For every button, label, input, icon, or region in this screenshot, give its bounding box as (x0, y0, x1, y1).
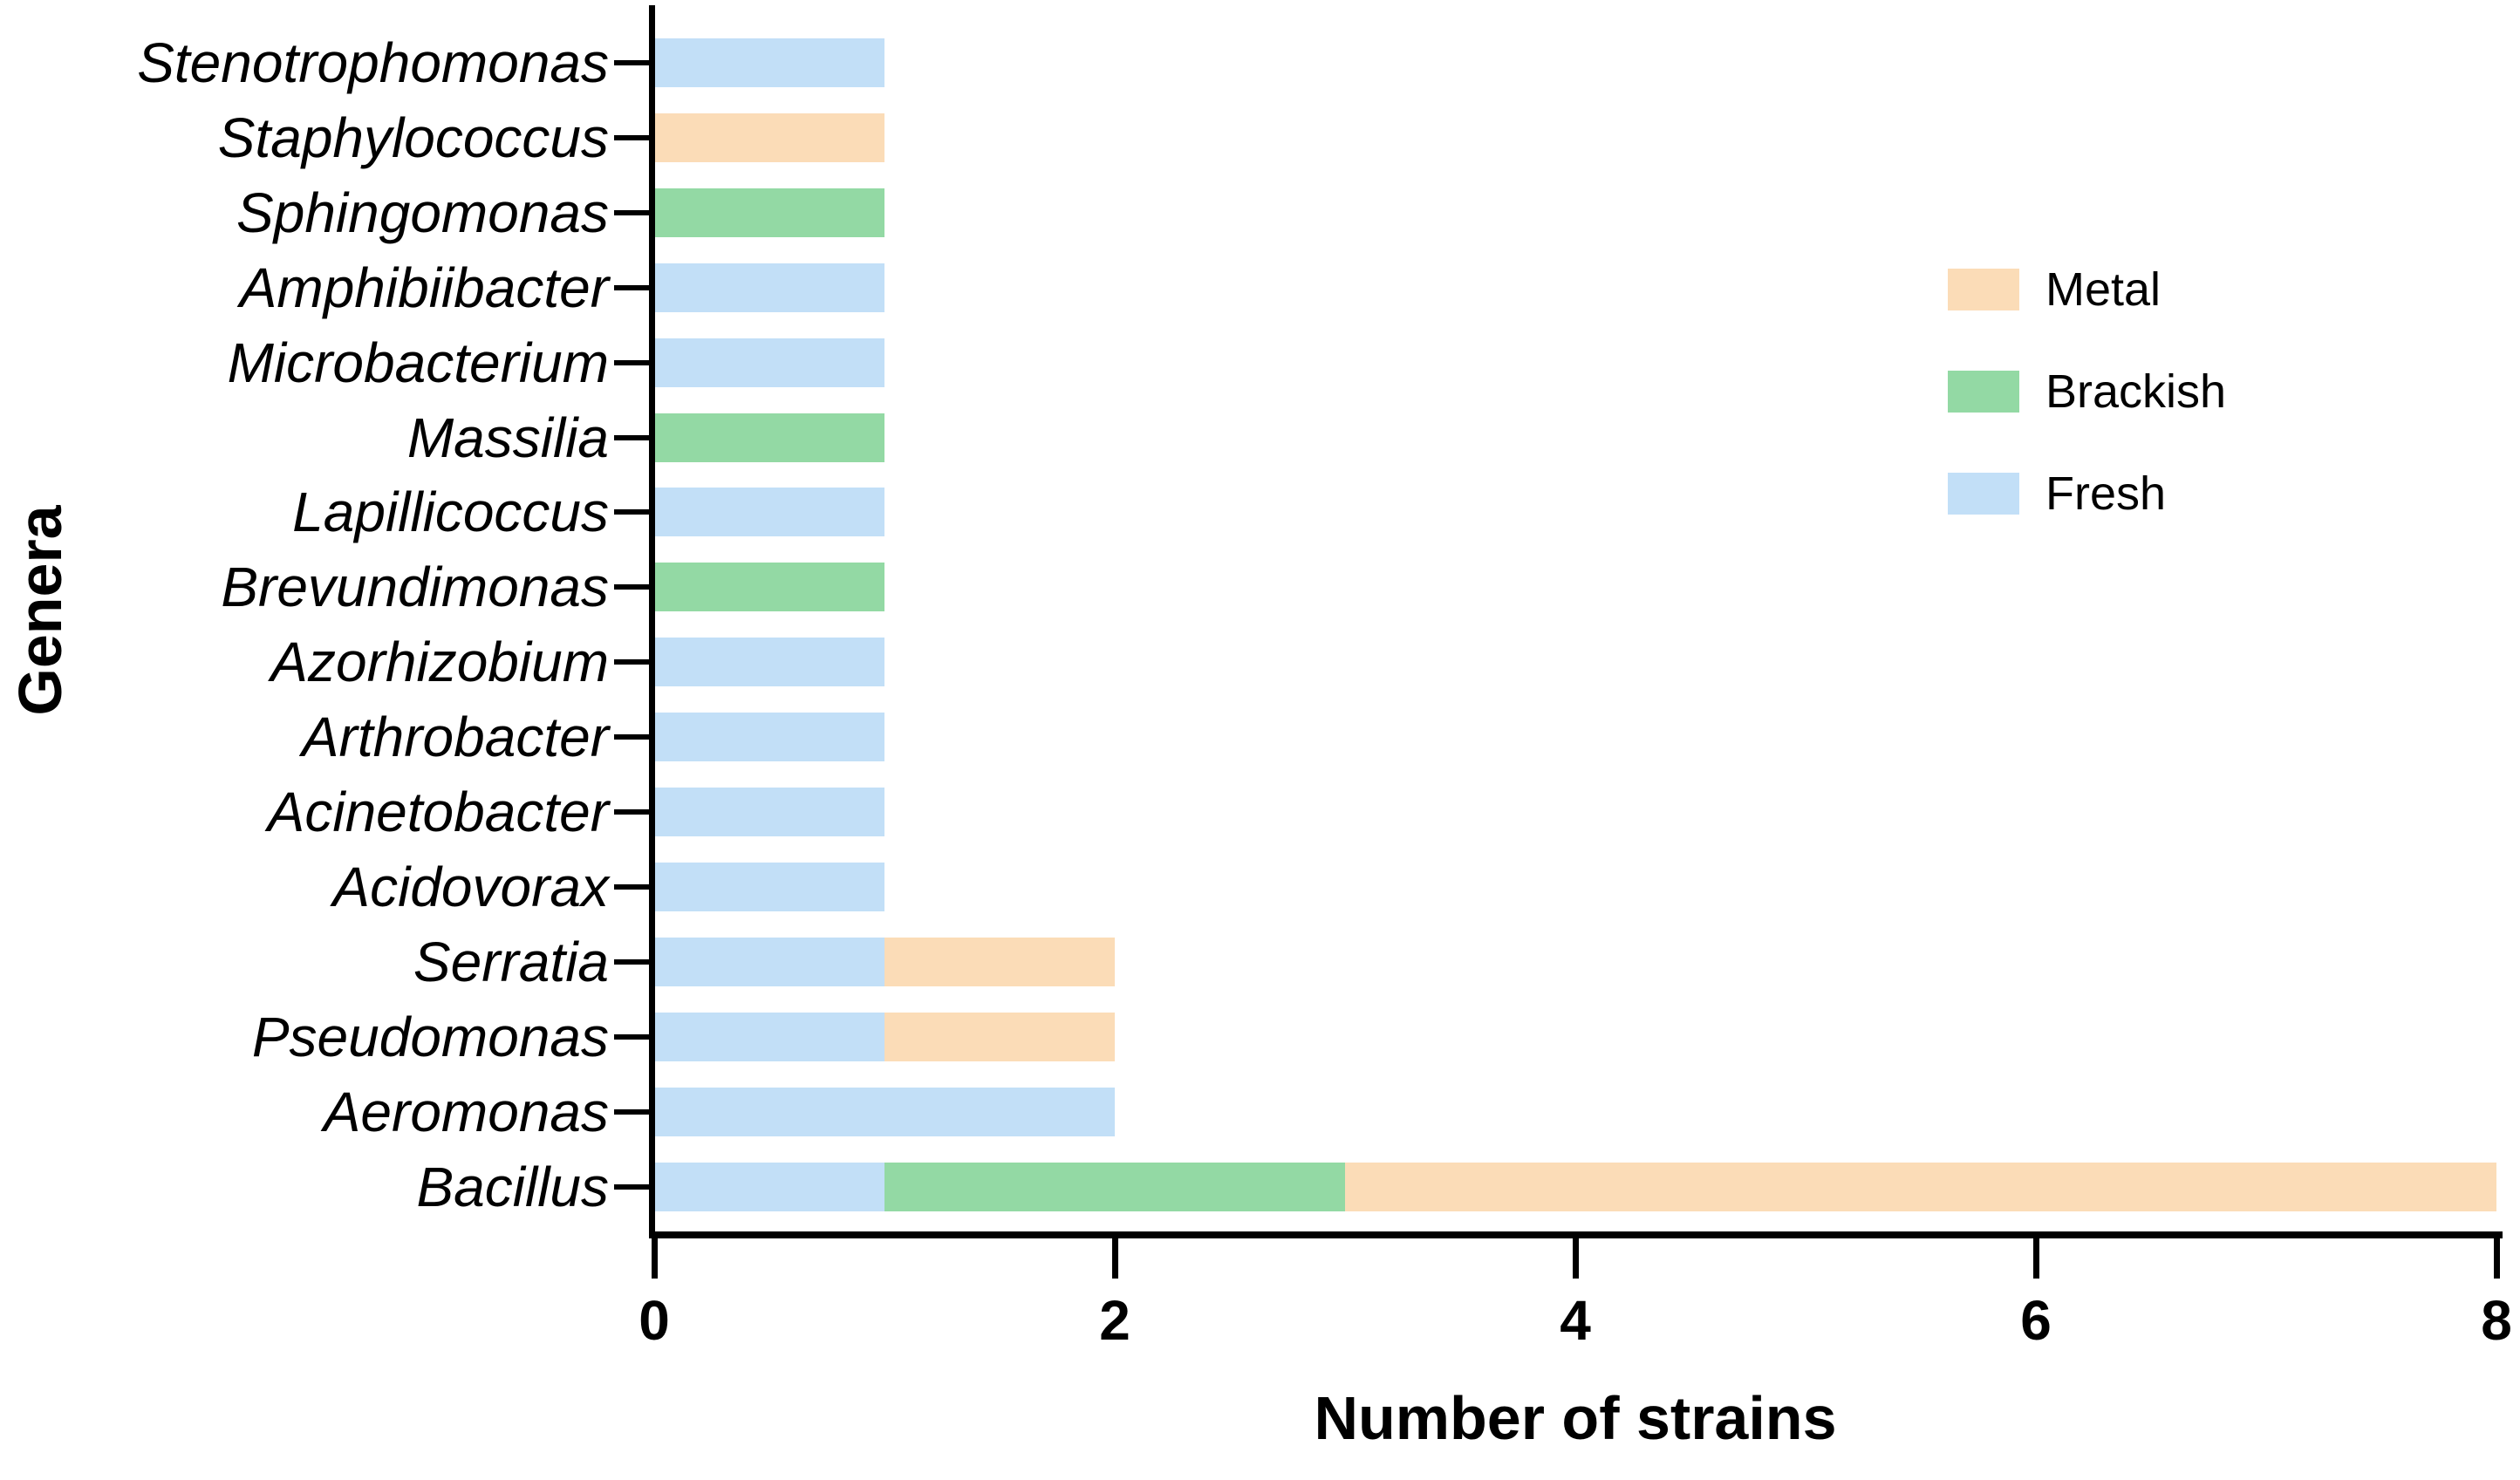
x-tick-label: 0 (639, 1289, 670, 1352)
bar-segment-fresh (654, 488, 884, 537)
legend-swatch-fresh (1948, 473, 2019, 515)
x-tick (652, 1231, 658, 1279)
y-tick-label: Brevundimonas (221, 556, 609, 619)
y-tick (614, 584, 654, 590)
y-tick (614, 734, 654, 740)
bar-segment-metal (654, 113, 884, 162)
y-tick-label: Arthrobacter (301, 706, 609, 769)
bar-segment-fresh (654, 862, 884, 911)
legend-label: Brackish (2045, 365, 2227, 418)
legend-label: Fresh (2045, 467, 2167, 520)
x-tick (1573, 1231, 1579, 1279)
y-tick-label: Acinetobacter (267, 781, 609, 843)
y-tick-label: Microbacterium (227, 331, 609, 394)
y-tick (614, 809, 654, 815)
bar-segment-fresh (654, 1012, 884, 1061)
y-tick (614, 883, 654, 890)
y-tick-label: Amphibiibacter (239, 256, 609, 319)
y-tick-label: Staphylococcus (217, 106, 609, 169)
y-tick (614, 209, 654, 215)
x-tick-label: 8 (2481, 1289, 2512, 1352)
bar-segment-fresh (654, 713, 884, 762)
bar-segment-fresh (654, 937, 884, 986)
y-tick (614, 284, 654, 290)
x-axis-title: Number of strains (1314, 1384, 1837, 1452)
bar-segment-fresh (654, 263, 884, 312)
bar-segment-metal (1345, 1162, 2496, 1211)
y-tick (614, 434, 654, 440)
x-tick-label: 4 (1560, 1289, 1591, 1352)
y-tick-label: Massilia (406, 406, 609, 469)
x-tick-label: 2 (1099, 1289, 1130, 1352)
bar-segment-fresh (654, 788, 884, 836)
bar-segment-brackish (884, 1162, 1345, 1211)
bar-segment-metal (884, 1012, 1115, 1061)
y-tick (614, 659, 654, 665)
y-tick (614, 134, 654, 140)
y-tick (614, 1183, 654, 1190)
y-tick (614, 60, 654, 65)
x-tick (1112, 1231, 1118, 1279)
y-tick (614, 1108, 654, 1115)
y-tick-label: Serratia (413, 930, 609, 993)
bar-segment-fresh (654, 1087, 1115, 1136)
bar-segment-brackish (654, 188, 884, 237)
y-tick-label: Azorhizobium (270, 631, 609, 694)
y-tick-label: Bacillus (416, 1155, 609, 1218)
x-tick (2033, 1231, 2039, 1279)
x-tick (2494, 1231, 2500, 1279)
y-tick-label: Lapillicoccus (292, 481, 609, 544)
y-tick-label: Stenotrophomonas (137, 31, 609, 94)
y-tick-label: Acidovorax (332, 855, 609, 918)
bar-segment-metal (884, 937, 1115, 986)
y-tick-label: Sphingomonas (236, 181, 609, 244)
y-tick-label: Pseudomonas (251, 1005, 609, 1068)
bar-segment-fresh (654, 338, 884, 387)
legend-swatch-metal (1948, 269, 2019, 310)
bar-segment-fresh (654, 38, 884, 87)
x-tick-label: 6 (2020, 1289, 2052, 1352)
bar-segment-fresh (654, 638, 884, 687)
bar-segment-brackish (654, 563, 884, 612)
y-tick-label: Aeromonas (323, 1080, 609, 1143)
y-axis-spine (649, 5, 655, 1238)
y-tick (614, 958, 654, 965)
y-tick (614, 1033, 654, 1040)
bar-segment-fresh (654, 1162, 884, 1211)
legend-swatch-brackish (1948, 371, 2019, 413)
y-tick (614, 509, 654, 515)
y-tick (614, 359, 654, 365)
legend-label: Metal (2045, 263, 2161, 316)
bar-segment-brackish (654, 413, 884, 462)
